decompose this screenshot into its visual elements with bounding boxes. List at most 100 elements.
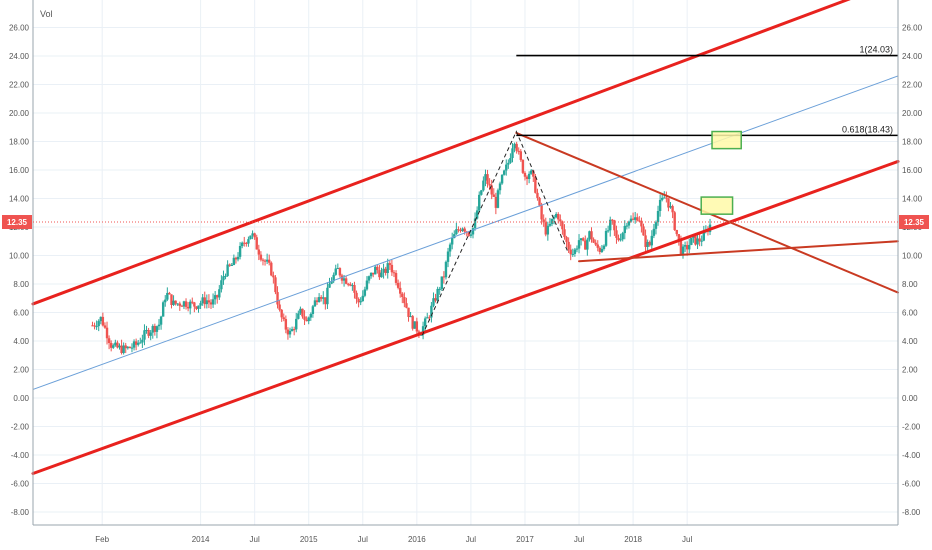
x-tick-label: Jul bbox=[682, 535, 692, 544]
candle-up bbox=[702, 232, 705, 241]
candle-up bbox=[166, 292, 169, 300]
candle-up bbox=[475, 210, 479, 219]
candle-up bbox=[619, 239, 622, 241]
candle-down bbox=[492, 194, 495, 197]
candle-down bbox=[228, 264, 231, 266]
candle-down bbox=[525, 176, 529, 180]
candle-down bbox=[401, 293, 404, 298]
x-tick-label: Jul bbox=[358, 535, 368, 544]
candle-down bbox=[521, 159, 525, 173]
x-tick-label: Jul bbox=[574, 535, 584, 544]
candle-up bbox=[683, 245, 687, 247]
y-tick-label-left: 20.00 bbox=[9, 109, 30, 118]
x-tick-label: 2014 bbox=[192, 535, 210, 544]
candle-down bbox=[272, 275, 275, 278]
candle-down bbox=[671, 206, 674, 213]
candle-down bbox=[315, 300, 319, 303]
highlight-box bbox=[700, 196, 734, 215]
candle-up bbox=[205, 300, 209, 305]
candle-down bbox=[584, 240, 587, 250]
candle-up bbox=[602, 245, 606, 249]
candle-down bbox=[596, 244, 599, 248]
candle-down bbox=[390, 264, 394, 273]
candle-down bbox=[371, 272, 375, 275]
candle-down bbox=[268, 259, 271, 263]
y-tick-label-left: 2.00 bbox=[13, 366, 29, 375]
y-tick-label-left: 18.00 bbox=[9, 138, 30, 147]
y-tick-label-left: -4.00 bbox=[11, 451, 30, 460]
y-tick-label-left: 16.00 bbox=[9, 166, 30, 175]
candle-down bbox=[490, 185, 493, 195]
candle-up bbox=[232, 257, 236, 266]
candle-down bbox=[388, 263, 392, 265]
candle-up bbox=[650, 235, 654, 246]
candle-up bbox=[95, 326, 98, 328]
trendlines bbox=[31, 0, 900, 476]
candle-up bbox=[554, 214, 558, 218]
candle-down bbox=[103, 325, 107, 328]
candle-up bbox=[382, 268, 385, 273]
candle-down bbox=[134, 341, 138, 345]
candle-up bbox=[342, 278, 346, 281]
candle-down bbox=[459, 230, 462, 232]
candle-up bbox=[627, 221, 631, 226]
candle-up bbox=[579, 238, 583, 241]
candle-up bbox=[426, 317, 429, 319]
candle-down bbox=[168, 292, 171, 295]
candle-down bbox=[434, 298, 437, 301]
candle-up bbox=[502, 170, 506, 175]
candle-down bbox=[644, 235, 647, 247]
candle-down bbox=[538, 197, 541, 206]
candle-down bbox=[677, 234, 681, 240]
candle-up bbox=[218, 289, 221, 298]
dashed-pattern-line bbox=[421, 130, 569, 336]
candle-down bbox=[303, 316, 306, 320]
candle-down bbox=[384, 268, 387, 274]
candle-up bbox=[213, 295, 217, 300]
candle-down bbox=[636, 217, 639, 221]
candle-up bbox=[550, 218, 554, 224]
candle-up bbox=[606, 230, 610, 232]
candle-up bbox=[222, 276, 225, 281]
candle-down bbox=[259, 254, 263, 260]
candle-down bbox=[338, 268, 342, 276]
candle-up bbox=[419, 334, 423, 336]
y-tick-label-left: -2.00 bbox=[11, 423, 30, 432]
candle-up bbox=[224, 275, 227, 277]
candle-up bbox=[249, 235, 252, 240]
candle-down bbox=[581, 238, 585, 241]
candle-down bbox=[559, 219, 562, 222]
y-tick-label-right: 24.00 bbox=[902, 52, 923, 61]
candle-up bbox=[211, 299, 215, 305]
candle-down bbox=[261, 259, 265, 261]
y-tick-label-right: 26.00 bbox=[902, 24, 923, 33]
y-tick-label-right: 4.00 bbox=[902, 337, 918, 346]
candle-down bbox=[301, 308, 304, 317]
candle-up bbox=[661, 197, 664, 200]
candle-up bbox=[159, 316, 163, 325]
y-tick-label-left: 4.00 bbox=[13, 337, 29, 346]
candle-down bbox=[532, 170, 535, 177]
candle-up bbox=[586, 239, 589, 250]
y-tick-label-right: -2.00 bbox=[902, 423, 921, 432]
candle-up bbox=[236, 256, 240, 260]
y-tick-label-left: 10.00 bbox=[9, 252, 30, 261]
x-tick-label: 2017 bbox=[516, 535, 534, 544]
candle-up bbox=[112, 345, 115, 348]
candle-up bbox=[97, 321, 100, 327]
fib-levels: 1(24.03) 0.618(18.43) bbox=[516, 45, 898, 137]
x-tick-label: Feb bbox=[95, 535, 109, 544]
candle-down bbox=[594, 242, 597, 245]
candle-up bbox=[201, 297, 204, 304]
candle-down bbox=[292, 329, 296, 331]
candle-up bbox=[251, 233, 254, 236]
y-tick-label-left: 0.00 bbox=[13, 394, 29, 403]
trendline-channel-lower bbox=[31, 159, 900, 476]
candle-up bbox=[220, 280, 223, 290]
candle-down bbox=[319, 297, 323, 299]
y-tick-label-right: 10.00 bbox=[902, 252, 923, 261]
candle-down bbox=[411, 316, 414, 329]
candle-up bbox=[351, 285, 354, 287]
candle-down bbox=[648, 241, 651, 246]
